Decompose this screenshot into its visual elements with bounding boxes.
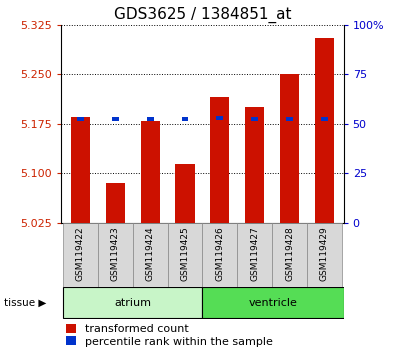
- Bar: [321, 116, 328, 121]
- Text: GSM119426: GSM119426: [215, 226, 224, 281]
- Bar: [210, 97, 229, 223]
- Bar: [133, 223, 167, 287]
- Bar: [182, 117, 188, 121]
- Bar: [141, 121, 160, 223]
- Bar: [286, 116, 293, 121]
- Bar: [98, 223, 133, 287]
- Bar: [63, 223, 98, 287]
- Bar: [202, 287, 344, 318]
- Text: GSM119424: GSM119424: [146, 226, 154, 281]
- Bar: [315, 38, 334, 223]
- Bar: [245, 107, 264, 223]
- Text: GSM119429: GSM119429: [320, 226, 329, 281]
- Bar: [216, 116, 223, 120]
- Text: GSM119428: GSM119428: [285, 226, 294, 281]
- Text: GSM119427: GSM119427: [250, 226, 259, 281]
- Text: GSM119422: GSM119422: [76, 226, 85, 281]
- Bar: [272, 223, 307, 287]
- Bar: [63, 287, 202, 318]
- Bar: [77, 116, 84, 121]
- Text: ventricle: ventricle: [248, 298, 297, 308]
- Text: atrium: atrium: [114, 298, 151, 308]
- Bar: [251, 116, 258, 121]
- Bar: [280, 74, 299, 223]
- Bar: [202, 223, 237, 287]
- Bar: [112, 117, 119, 121]
- Bar: [175, 164, 195, 223]
- Bar: [307, 223, 342, 287]
- Title: GDS3625 / 1384851_at: GDS3625 / 1384851_at: [114, 7, 291, 23]
- Bar: [106, 183, 125, 223]
- Bar: [147, 116, 154, 121]
- Text: GSM119425: GSM119425: [181, 226, 190, 281]
- Bar: [237, 223, 272, 287]
- Legend: transformed count, percentile rank within the sample: transformed count, percentile rank withi…: [66, 324, 273, 347]
- Bar: [71, 117, 90, 223]
- Text: GSM119423: GSM119423: [111, 226, 120, 281]
- Text: tissue ▶: tissue ▶: [4, 298, 46, 308]
- Bar: [167, 223, 202, 287]
